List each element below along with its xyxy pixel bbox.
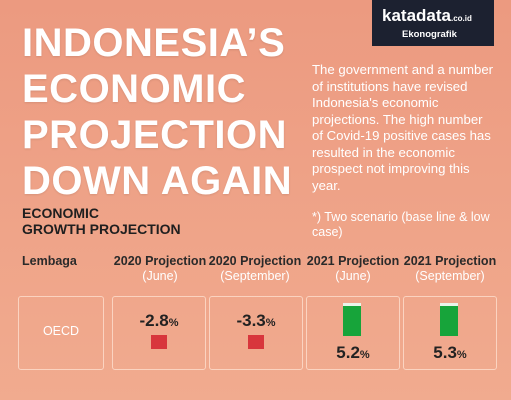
value-number: -2.8 bbox=[139, 311, 169, 330]
row-label-box: OECD bbox=[18, 296, 104, 370]
column-title: 2020 Projection bbox=[113, 254, 207, 268]
value-number: -3.3 bbox=[236, 311, 266, 330]
column-title: Lembaga bbox=[22, 254, 77, 268]
logo-box: katadata.co.id Ekonografik bbox=[372, 0, 494, 46]
value-unit: % bbox=[359, 349, 370, 361]
title: INDONESIA’S ECONOMIC PROJECTION DOWN AGAIN bbox=[22, 20, 292, 204]
cell-value: 5.2% bbox=[307, 343, 399, 363]
section-title-line: ECONOMIC bbox=[22, 205, 99, 221]
column-title: 2020 Projection bbox=[208, 254, 302, 268]
column-sub: (September) bbox=[415, 269, 485, 283]
value-unit: % bbox=[265, 317, 276, 329]
column-sub: (June) bbox=[142, 269, 178, 283]
indicator bbox=[440, 303, 458, 336]
row-label: OECD bbox=[42, 324, 80, 338]
cell-box: -2.8% bbox=[112, 296, 206, 370]
note: *) Two scenario (base line & low case) bbox=[312, 210, 490, 239]
value-number: 5.2 bbox=[336, 343, 360, 362]
column-header: 2021 Projection (June) bbox=[303, 254, 403, 284]
column-title: 2021 Projection bbox=[403, 254, 497, 268]
column-sub: (June) bbox=[335, 269, 371, 283]
logo: katadata.co.id bbox=[382, 6, 472, 26]
column-title: 2021 Projection bbox=[306, 254, 400, 268]
column-header: 2020 Projection (September) bbox=[205, 254, 305, 284]
logo-text: katadata bbox=[382, 6, 451, 25]
column-header: Lembaga bbox=[22, 254, 102, 269]
column-sub: (September) bbox=[220, 269, 290, 283]
cell-box: 5.2% bbox=[306, 296, 400, 370]
indicator bbox=[343, 303, 361, 336]
value-unit: % bbox=[456, 349, 467, 361]
title-line: INDONESIA’S bbox=[22, 21, 286, 65]
title-line: ECONOMIC bbox=[22, 67, 246, 111]
logo-domain: .co.id bbox=[450, 14, 472, 23]
indicator bbox=[151, 335, 167, 349]
value-unit: % bbox=[168, 317, 179, 329]
title-line: PROJECTION bbox=[22, 113, 288, 157]
section-title-line: GROWTH PROJECTION bbox=[22, 221, 181, 237]
title-line: DOWN AGAIN bbox=[22, 159, 293, 203]
column-header: 2020 Projection (June) bbox=[110, 254, 210, 284]
cell-box: -3.3% bbox=[209, 296, 303, 370]
value-number: 5.3 bbox=[433, 343, 457, 362]
cell-box: 5.3% bbox=[403, 296, 497, 370]
indicator bbox=[248, 335, 264, 349]
cell-value: 5.3% bbox=[404, 343, 496, 363]
cell-value: -3.3% bbox=[210, 311, 302, 331]
column-header: 2021 Projection (September) bbox=[400, 254, 500, 284]
brand: Ekonografik bbox=[402, 29, 457, 40]
cell-value: -2.8% bbox=[113, 311, 205, 331]
description: The government and a number of instituti… bbox=[312, 62, 494, 193]
section-title: ECONOMIC GROWTH PROJECTION bbox=[22, 205, 181, 237]
